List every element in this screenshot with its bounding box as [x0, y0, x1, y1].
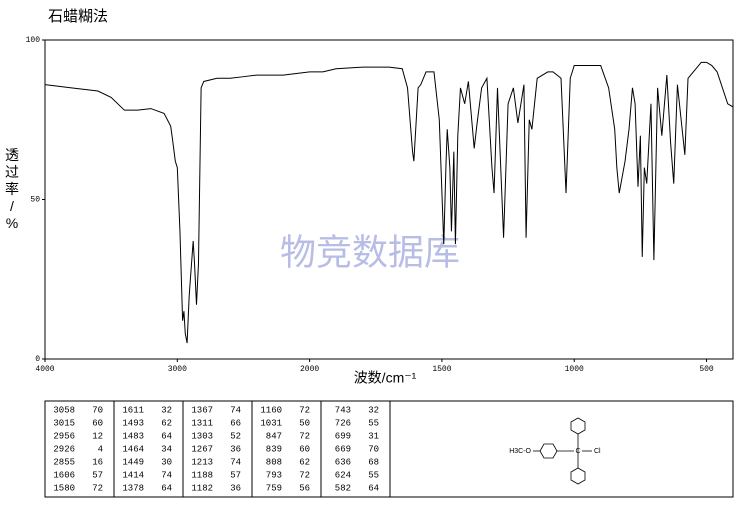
peak-transmittance: 64	[368, 483, 379, 493]
peak-wavenumber: 2956	[53, 431, 75, 441]
peak-transmittance: 31	[368, 431, 379, 441]
peak-wavenumber: 1031	[260, 418, 282, 428]
peak-wavenumber: 1378	[122, 483, 144, 493]
peak-wavenumber: 1611	[122, 405, 144, 415]
spectrum-line	[44, 61, 734, 344]
peak-transmittance: 16	[92, 457, 103, 467]
peak-wavenumber: 3015	[53, 418, 75, 428]
peak-transmittance: 62	[299, 457, 310, 467]
plot-frame	[44, 39, 734, 360]
x-tick-label: 500	[699, 365, 714, 374]
peak-transmittance: 36	[230, 444, 241, 454]
peak-wavenumber: 1303	[191, 431, 213, 441]
y-tick-label: 0	[35, 355, 40, 364]
x-tick-label: 2000	[300, 365, 319, 374]
peak-wavenumber: 759	[266, 483, 282, 493]
peak-transmittance: 32	[368, 405, 379, 415]
peak-transmittance: 68	[368, 457, 379, 467]
peak-transmittance: 60	[92, 418, 103, 428]
peak-wavenumber: 1160	[260, 405, 282, 415]
peak-wavenumber: 1493	[122, 418, 144, 428]
peak-transmittance: 4	[98, 444, 103, 454]
structure-label: C	[575, 448, 580, 455]
peak-wavenumber: 847	[266, 431, 282, 441]
peak-wavenumber: 726	[335, 418, 351, 428]
peak-wavenumber: 2926	[53, 444, 75, 454]
peak-transmittance: 50	[299, 418, 310, 428]
peak-wavenumber: 793	[266, 470, 282, 480]
peak-wavenumber: 1182	[191, 483, 213, 493]
peak-wavenumber: 1188	[191, 470, 213, 480]
peak-transmittance: 12	[92, 431, 103, 441]
peak-wavenumber: 1311	[191, 418, 213, 428]
peak-wavenumber: 624	[335, 470, 351, 480]
peak-transmittance: 30	[161, 457, 172, 467]
peak-transmittance: 64	[161, 431, 172, 441]
peak-wavenumber: 669	[335, 444, 351, 454]
peak-wavenumber: 699	[335, 431, 351, 441]
peak-transmittance: 66	[230, 418, 241, 428]
peak-transmittance: 32	[161, 405, 172, 415]
watermark: 物竞数据库	[280, 232, 460, 273]
peak-transmittance: 72	[299, 405, 310, 415]
peak-wavenumber: 1483	[122, 431, 144, 441]
peak-transmittance: 74	[230, 457, 241, 467]
structure	[533, 417, 592, 485]
peak-transmittance: 57	[92, 470, 103, 480]
peak-transmittance: 64	[161, 483, 172, 493]
peak-wavenumber: 1449	[122, 457, 144, 467]
x-axis-label: 波数/cm⁻¹	[354, 370, 417, 386]
peak-transmittance: 52	[230, 431, 241, 441]
peak-wavenumber: 2855	[53, 457, 75, 467]
peak-transmittance: 70	[92, 405, 103, 415]
peak-transmittance: 74	[161, 470, 172, 480]
y-axis-label: 透过率/%	[5, 147, 19, 231]
peak-wavenumber: 582	[335, 483, 351, 493]
x-tick-label: 4000	[35, 365, 54, 374]
peak-wavenumber: 1580	[53, 483, 75, 493]
peak-wavenumber: 3058	[53, 405, 75, 415]
peak-wavenumber: 1213	[191, 457, 213, 467]
x-tick-label: 1500	[432, 365, 451, 374]
peak-wavenumber: 1267	[191, 444, 213, 454]
peak-transmittance: 57	[230, 470, 241, 480]
peak-transmittance: 36	[230, 483, 241, 493]
peak-transmittance: 72	[299, 431, 310, 441]
peak-transmittance: 74	[230, 405, 241, 415]
peak-wavenumber: 1414	[122, 470, 144, 480]
peak-wavenumber: 636	[335, 457, 351, 467]
y-tick-label: 50	[30, 196, 40, 205]
peak-transmittance: 60	[299, 444, 310, 454]
x-tick-label: 1000	[565, 365, 584, 374]
y-tick-label: 100	[26, 36, 41, 45]
peak-transmittance: 55	[368, 470, 379, 480]
peak-transmittance: 70	[368, 444, 379, 454]
table-frame	[44, 400, 734, 498]
peak-wavenumber: 1464	[122, 444, 144, 454]
peak-wavenumber: 743	[335, 405, 351, 415]
x-tick-label: 3000	[168, 365, 187, 374]
peak-transmittance: 62	[161, 418, 172, 428]
peak-wavenumber: 1606	[53, 470, 75, 480]
chart-title: 石蜡糊法	[48, 8, 108, 25]
peak-transmittance: 34	[161, 444, 172, 454]
peak-wavenumber: 1367	[191, 405, 213, 415]
peak-wavenumber: 839	[266, 444, 282, 454]
peak-wavenumber: 808	[266, 457, 282, 467]
structure-label: H3C-O	[509, 448, 531, 455]
structure-label: Cl	[594, 448, 601, 455]
peak-transmittance: 72	[92, 483, 103, 493]
peak-transmittance: 55	[368, 418, 379, 428]
peak-transmittance: 72	[299, 470, 310, 480]
peak-transmittance: 56	[299, 483, 310, 493]
